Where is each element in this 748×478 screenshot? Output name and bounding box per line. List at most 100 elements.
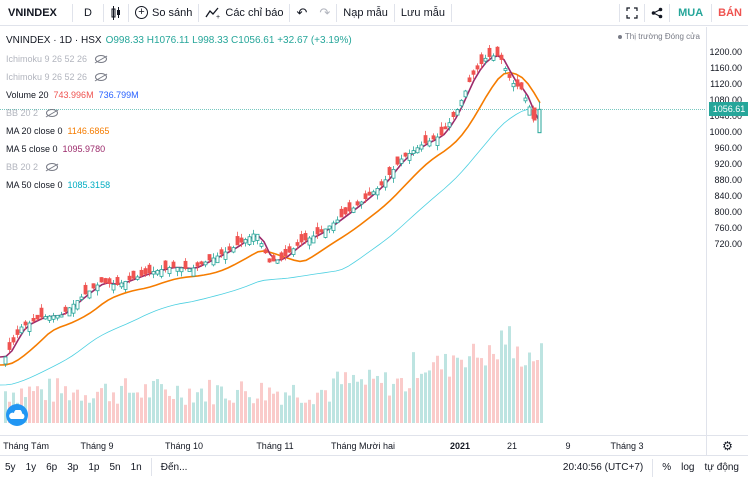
candle bbox=[399, 158, 404, 164]
volume-bar bbox=[428, 370, 431, 423]
candle bbox=[135, 276, 140, 280]
legend-ma50[interactable]: MA 50 close 0 1085.3158 bbox=[6, 176, 352, 194]
legend-bb-2[interactable]: BB 20 2 bbox=[6, 158, 352, 176]
volume-bar bbox=[152, 380, 155, 423]
tradingview-logo-icon[interactable] bbox=[6, 404, 28, 426]
volume-bar bbox=[32, 391, 35, 423]
candle bbox=[447, 122, 452, 128]
indicators-button[interactable]: + Các chỉ báo bbox=[199, 0, 289, 26]
range-button-1p[interactable]: 1p bbox=[88, 461, 100, 473]
load-layout-button[interactable]: Nạp mẫu bbox=[343, 6, 388, 19]
candle-last bbox=[537, 108, 542, 134]
legend-volume[interactable]: Volume 20 743.996M 736.799M bbox=[6, 86, 352, 104]
volume-bar bbox=[292, 384, 295, 423]
eye-off-icon[interactable] bbox=[95, 55, 108, 63]
symbol-search[interactable]: VNINDEX bbox=[8, 6, 57, 19]
chart-settings-button[interactable]: ⚙ bbox=[706, 435, 748, 455]
auto-scale-toggle[interactable]: tự động bbox=[704, 462, 740, 473]
interval-button[interactable]: D bbox=[84, 6, 92, 19]
volume-bar bbox=[68, 400, 71, 423]
chart-type-button[interactable] bbox=[104, 0, 128, 26]
range-button-6p[interactable]: 6p bbox=[46, 461, 58, 473]
svg-text:+: + bbox=[216, 14, 220, 19]
candle bbox=[359, 201, 364, 205]
volume-bar bbox=[536, 360, 539, 423]
x-tick-label: 21 bbox=[506, 441, 518, 451]
ma5-value: 1095.9780 bbox=[62, 144, 106, 154]
divider bbox=[450, 3, 452, 22]
volume-bar bbox=[92, 398, 95, 423]
candle bbox=[163, 260, 168, 269]
save-layout-button[interactable]: Lưu mẫu bbox=[400, 6, 445, 19]
log-scale-toggle[interactable]: log bbox=[681, 462, 695, 473]
eye-off-icon[interactable] bbox=[46, 109, 59, 117]
candle bbox=[107, 278, 112, 285]
undo-button[interactable]: ↶ bbox=[290, 0, 313, 26]
buy-button[interactable]: MUA bbox=[678, 7, 704, 19]
volume-bar bbox=[240, 381, 243, 423]
volume-ma-value: 736.799M bbox=[98, 90, 139, 100]
legend-ichimoku-2[interactable]: Ichimoku 9 26 52 26 bbox=[6, 68, 352, 86]
candle bbox=[335, 219, 340, 224]
volume-bar bbox=[540, 343, 543, 423]
ma20-value: 1146.6865 bbox=[67, 126, 110, 136]
y-tick-label: 1120.00 bbox=[710, 79, 742, 89]
clock[interactable]: 20:40:56 (UTC+7) bbox=[562, 462, 644, 473]
candle bbox=[527, 106, 532, 116]
ma50-value: 1085.3158 bbox=[67, 180, 111, 190]
candle bbox=[235, 236, 240, 246]
volume-bar bbox=[100, 388, 103, 423]
fullscreen-button[interactable] bbox=[620, 0, 644, 26]
volume-bar bbox=[36, 386, 39, 423]
range-button-1n[interactable]: 1n bbox=[130, 461, 142, 473]
volume-bar bbox=[44, 400, 47, 423]
volume-bar bbox=[296, 397, 299, 423]
candle bbox=[183, 260, 188, 269]
eye-off-icon[interactable] bbox=[95, 73, 108, 81]
volume-bar bbox=[312, 404, 315, 423]
range-button-1y[interactable]: 1y bbox=[25, 461, 37, 473]
legend-ichimoku-1[interactable]: Ichimoku 9 26 52 26 bbox=[6, 50, 352, 68]
volume-bar bbox=[88, 402, 91, 423]
y-tick-label: 1160.00 bbox=[710, 63, 742, 73]
price-axis[interactable]: 1200.001160.001120.001080.001040.001000.… bbox=[706, 27, 748, 435]
range-button-5y[interactable]: 5y bbox=[5, 461, 16, 473]
volume-bar bbox=[308, 399, 311, 423]
divider bbox=[711, 4, 713, 22]
legend-ma20[interactable]: MA 20 close 0 1146.6865 bbox=[6, 122, 352, 140]
legend-bb-1[interactable]: BB 20 2 bbox=[6, 104, 352, 122]
volume-bar bbox=[504, 344, 507, 423]
percent-scale-toggle[interactable]: % bbox=[662, 462, 672, 473]
range-button-5n[interactable]: 5n bbox=[109, 461, 121, 473]
legend-ma5[interactable]: MA 5 close 0 1095.9780 bbox=[6, 140, 352, 158]
volume-bar bbox=[136, 392, 139, 423]
y-tick-label: 920.00 bbox=[714, 159, 742, 169]
candle bbox=[419, 144, 424, 150]
volume-bar bbox=[228, 400, 231, 423]
candle bbox=[143, 268, 148, 275]
last-price-tag: 1056.61 bbox=[709, 102, 748, 117]
volume-bar bbox=[52, 401, 55, 423]
volume-bar bbox=[268, 387, 271, 423]
legend-ohlc: O998.33 H1076.11 L998.33 C1056.61 +32.67… bbox=[105, 35, 352, 46]
candle bbox=[319, 229, 324, 233]
goto-date-button[interactable]: Đến... bbox=[160, 461, 188, 473]
range-button-3p[interactable]: 3p bbox=[67, 461, 79, 473]
time-axis[interactable]: Tháng Tám Tháng 9 Tháng 10 Tháng 11 Tháng Mư… bbox=[0, 435, 706, 455]
candle bbox=[195, 262, 200, 267]
candle bbox=[463, 90, 468, 98]
chart-legend: VNINDEX · 1D · HSX O998.33 H1076.11 L998… bbox=[6, 32, 352, 194]
volume-bar bbox=[28, 386, 31, 423]
volume-bar bbox=[200, 388, 203, 423]
redo-button[interactable]: ↷ bbox=[313, 0, 336, 26]
candle bbox=[203, 261, 208, 266]
compare-button[interactable]: + So sánh bbox=[129, 0, 198, 26]
candle bbox=[411, 150, 416, 154]
fullscreen-icon bbox=[626, 7, 638, 19]
share-button[interactable] bbox=[645, 0, 669, 26]
volume-bar bbox=[372, 378, 375, 423]
candle bbox=[339, 208, 344, 218]
x-tick-label: Tháng 10 bbox=[164, 441, 204, 451]
sell-button[interactable]: BÁN bbox=[718, 7, 742, 19]
eye-off-icon[interactable] bbox=[46, 163, 59, 171]
